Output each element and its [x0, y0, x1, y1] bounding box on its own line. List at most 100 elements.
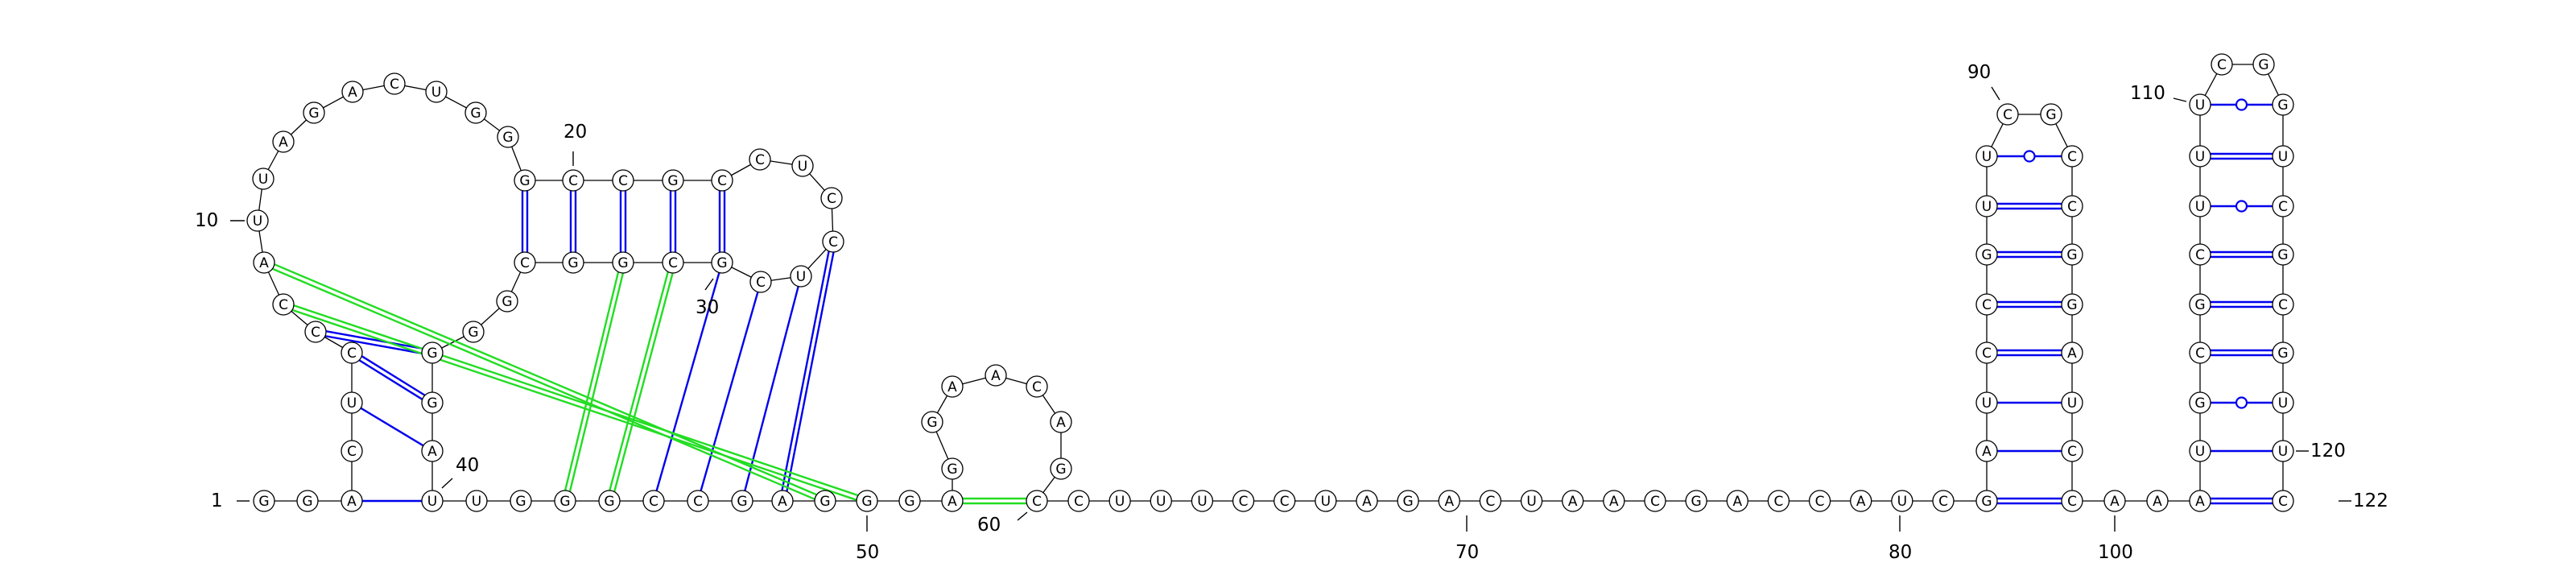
nucleotide-circle: [514, 169, 536, 192]
nucleotide-circle: [1808, 490, 1831, 512]
nucleotide-letter: C: [2003, 107, 2013, 123]
nucleotide-circle: [941, 375, 964, 398]
nucleotide-circle: [421, 391, 444, 414]
nucleotide-letter: G: [2277, 247, 2288, 263]
position-tick: [2173, 97, 2187, 102]
nucleotide-letter: U: [347, 395, 357, 412]
nucleotide-letter: G: [737, 494, 747, 510]
nucleotide-letter: A: [1856, 494, 1866, 510]
position-tick: [1017, 511, 1028, 521]
nucleotide: G: [731, 490, 753, 512]
nucleotide-letter: C: [347, 444, 357, 460]
nucleotide-circle: [2189, 293, 2211, 316]
nucleotide: C: [2061, 195, 2083, 217]
position-number-label: 122: [2353, 490, 2388, 511]
nucleotide-letter: G: [2277, 97, 2288, 114]
nucleotide: A: [253, 251, 275, 274]
nucleotide: C: [749, 271, 772, 293]
nucleotide-letter: G: [515, 494, 526, 510]
nucleotide-letter: A: [427, 444, 437, 460]
nucleotide-circle: [383, 72, 406, 95]
nucleotide-letter: U: [1982, 395, 1992, 412]
nucleotide-letter: A: [1056, 415, 1066, 431]
nucleotide-letter: A: [947, 494, 957, 510]
nucleotide: A: [941, 375, 964, 398]
nucleotide-letter: U: [2195, 199, 2205, 215]
nucleotide-letter: A: [2067, 346, 2077, 362]
nucleotide-circle: [2272, 391, 2294, 414]
nucleotide-circle: [2061, 145, 2083, 168]
nucleotide: G: [514, 169, 536, 192]
nucleotide-letter: G: [1981, 247, 1992, 263]
nucleotide-letter: G: [519, 173, 530, 189]
nucleotide-circle: [303, 101, 325, 124]
nucleotide-letter: U: [2278, 444, 2288, 460]
nucleotide-circle: [304, 321, 327, 343]
nucleotide: G: [2272, 243, 2294, 266]
nucleotide-circle: [941, 457, 964, 480]
nucleotide-circle: [2272, 293, 2294, 316]
nucleotide: U: [246, 209, 269, 232]
nucleotide-letter: U: [1526, 494, 1536, 510]
nucleotide-letter: C: [2278, 494, 2288, 510]
pseudoknot-pair-line: [609, 271, 669, 490]
nucleotide-circle: [1067, 490, 1090, 512]
nucleotide-letter: A: [778, 494, 787, 510]
nucleotide-letter: G: [568, 255, 578, 271]
nucleotide: C: [1808, 490, 1831, 512]
nucleotide: U: [2189, 145, 2211, 168]
nucleotide-circle: [246, 209, 269, 232]
nucleotide-circle: [1644, 490, 1666, 512]
nucleotide: C: [341, 440, 363, 462]
nucleotide: G: [1685, 490, 1707, 512]
nucleotide: G: [554, 490, 576, 512]
nucleotide-letter: G: [502, 294, 512, 310]
nucleotide: C: [642, 490, 665, 512]
nucleotide: C: [514, 251, 536, 274]
nucleotide: G: [497, 126, 519, 148]
nucleotide: G: [296, 490, 319, 512]
nucleotide-circle: [562, 251, 584, 274]
nucleotide-circle: [1726, 490, 1748, 512]
nucleotide-circle: [341, 490, 363, 512]
nucleotide-circle: [2189, 93, 2211, 116]
nucleotide-letter: C: [649, 494, 658, 510]
position-number-label: 60: [977, 515, 1001, 536]
nucleotide-circle: [612, 251, 634, 274]
base-pair-line: [360, 407, 424, 447]
nucleotide-circle: [662, 169, 684, 192]
pseudoknot-pair-line: [272, 267, 815, 500]
nucleotide-letter: C: [1982, 297, 1992, 313]
nucleotide: C: [562, 169, 584, 192]
nucleotide: C: [612, 169, 634, 192]
nucleotide-circle: [421, 341, 444, 364]
nucleotide: C: [1996, 103, 2019, 126]
nucleotide: G: [2061, 293, 2083, 316]
base-pair-line: [655, 272, 720, 491]
nucleotide-circle: [1150, 490, 1172, 512]
nucleotide-circle: [2189, 440, 2211, 462]
nucleotide: A: [1726, 490, 1748, 512]
nucleotide: U: [2189, 195, 2211, 217]
nucleotide-letter: A: [259, 255, 269, 271]
nucleotide-circle: [341, 341, 363, 364]
nucleotide-letter: U: [427, 494, 437, 510]
nucleotide-circle: [642, 490, 665, 512]
nucleotide-letter: C: [2278, 297, 2288, 313]
nucleotide-letter: C: [2067, 199, 2077, 215]
nucleotide-circle: [497, 126, 519, 148]
nucleotide-circle: [1850, 490, 1872, 512]
nucleotide-letter: G: [904, 494, 914, 510]
nucleotide-circle: [1397, 490, 1419, 512]
base-pair-line: [700, 292, 759, 491]
nucleotide: U: [1520, 490, 1543, 512]
nucleotide-circle: [1520, 490, 1543, 512]
nucleotide-circle: [2061, 391, 2083, 414]
pseudoknot-pair-line: [274, 263, 817, 496]
nucleotide-letter: A: [279, 135, 288, 151]
position-number-label: 100: [2098, 542, 2133, 563]
nucleotide-letter: G: [2066, 297, 2077, 313]
nucleotide-letter: U: [258, 172, 268, 188]
nucleotide-circle: [2061, 490, 2083, 512]
nucleotide-letter: U: [2278, 395, 2288, 412]
